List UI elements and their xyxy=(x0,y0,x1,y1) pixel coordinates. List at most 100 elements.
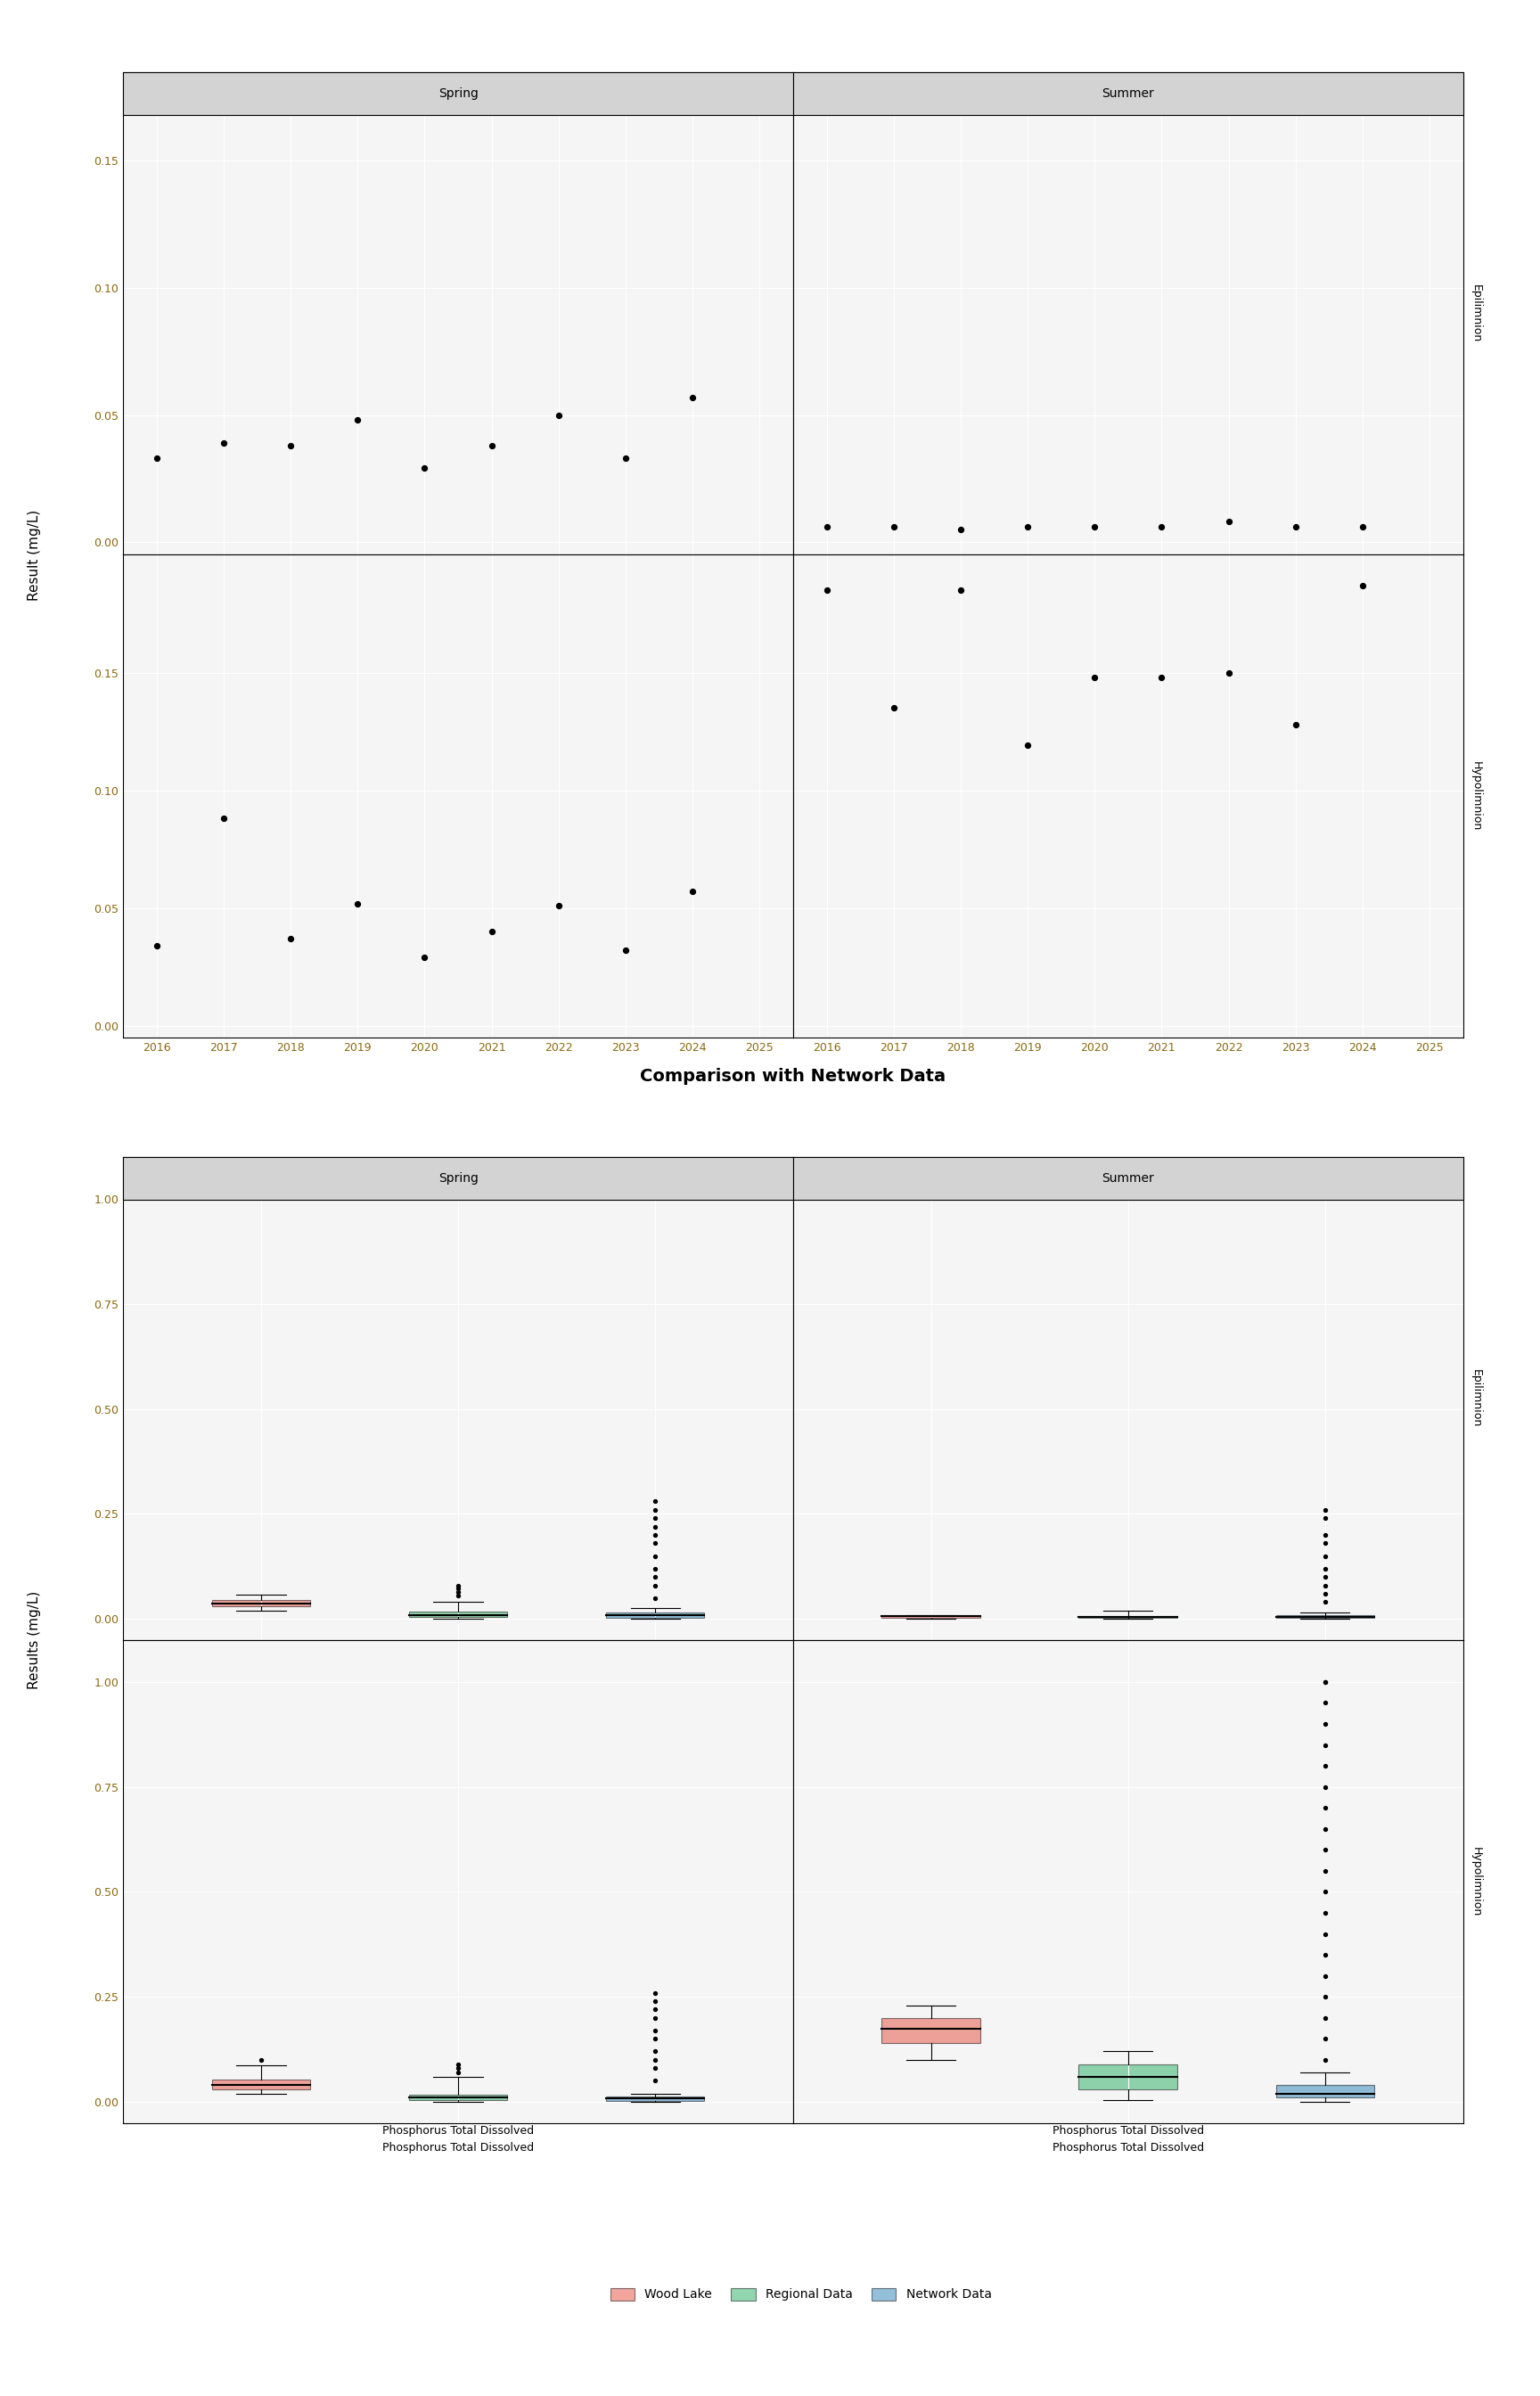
FancyBboxPatch shape xyxy=(1080,2063,1177,2089)
Point xyxy=(1312,1725,1337,1763)
X-axis label: Phosphorus Total Dissolved: Phosphorus Total Dissolved xyxy=(1052,2142,1204,2154)
Point xyxy=(1312,1490,1337,1529)
Text: Spring: Spring xyxy=(439,1172,477,1186)
Point xyxy=(1312,1574,1337,1613)
FancyBboxPatch shape xyxy=(410,2094,507,2099)
Point xyxy=(1312,1809,1337,1847)
Point xyxy=(1083,508,1107,546)
Point xyxy=(642,1974,667,2013)
Point xyxy=(642,1981,667,2020)
Point xyxy=(211,800,236,839)
Point xyxy=(145,927,169,966)
FancyBboxPatch shape xyxy=(213,1601,311,1605)
Point xyxy=(1312,1663,1337,1701)
Point xyxy=(479,913,504,951)
Point xyxy=(1312,1500,1337,1538)
Point xyxy=(681,872,705,910)
Point xyxy=(211,424,236,462)
Text: Result (mg/L): Result (mg/L) xyxy=(28,510,40,601)
Text: Comparison with Network Data: Comparison with Network Data xyxy=(641,1069,946,1085)
Point xyxy=(1217,654,1241,692)
Point xyxy=(249,2041,274,2080)
Point xyxy=(1217,503,1241,541)
Point xyxy=(1312,1977,1337,2015)
Point xyxy=(642,2049,667,2087)
Point xyxy=(445,2053,470,2092)
Point xyxy=(881,688,906,726)
Point xyxy=(1312,1852,1337,1890)
Point xyxy=(445,1572,470,1610)
Point xyxy=(1312,1550,1337,1589)
Point xyxy=(1312,1747,1337,1785)
Point xyxy=(881,508,906,546)
Point xyxy=(815,508,839,546)
Point xyxy=(1312,1524,1337,1562)
Point xyxy=(949,570,973,609)
Point xyxy=(642,1500,667,1538)
Point xyxy=(345,884,370,922)
Point xyxy=(1351,565,1375,604)
Point xyxy=(445,2049,470,2087)
Text: Summer: Summer xyxy=(1103,86,1153,101)
FancyBboxPatch shape xyxy=(410,1613,507,1617)
Point xyxy=(815,570,839,609)
Point xyxy=(445,1567,470,1605)
Text: Epilimnion: Epilimnion xyxy=(1471,285,1483,343)
Point xyxy=(1283,508,1307,546)
Point xyxy=(642,2061,667,2099)
Point xyxy=(1283,704,1307,743)
Point xyxy=(1312,1893,1337,1931)
Point xyxy=(642,2032,667,2070)
Point xyxy=(1312,1536,1337,1574)
Point xyxy=(642,2041,667,2080)
Text: Hypolimnion: Hypolimnion xyxy=(1471,762,1483,831)
FancyBboxPatch shape xyxy=(605,1613,704,1617)
Point xyxy=(642,1557,667,1596)
Point xyxy=(1015,726,1040,764)
Point xyxy=(642,1567,667,1605)
FancyBboxPatch shape xyxy=(213,2080,311,2089)
Point xyxy=(1312,1684,1337,1723)
Point xyxy=(1312,1998,1337,2037)
Point xyxy=(642,1991,667,2029)
Point xyxy=(642,1579,667,1617)
Point xyxy=(642,1524,667,1562)
Point xyxy=(1312,1557,1337,1596)
Point xyxy=(1312,1706,1337,1744)
Point xyxy=(547,395,571,434)
Point xyxy=(1312,1958,1337,1996)
Legend: Wood Lake, Regional Data, Network Data: Wood Lake, Regional Data, Network Data xyxy=(605,2283,996,2305)
Point xyxy=(1149,508,1173,546)
FancyBboxPatch shape xyxy=(1275,1615,1374,1617)
Point xyxy=(445,1569,470,1608)
Point xyxy=(1312,1517,1337,1555)
Point xyxy=(642,1490,667,1529)
Point xyxy=(1312,1874,1337,1912)
Point xyxy=(279,426,303,465)
Text: Summer: Summer xyxy=(1103,1172,1153,1186)
Point xyxy=(949,510,973,549)
Point xyxy=(479,426,504,465)
Point xyxy=(1015,508,1040,546)
Point xyxy=(642,2010,667,2049)
Point xyxy=(547,887,571,925)
Point xyxy=(1083,659,1107,697)
Text: Results (mg/L): Results (mg/L) xyxy=(28,1591,40,1689)
Point xyxy=(1149,659,1173,697)
FancyBboxPatch shape xyxy=(605,2096,704,2101)
Point xyxy=(642,1483,667,1521)
Point xyxy=(613,438,638,477)
Text: Spring: Spring xyxy=(439,86,477,101)
Point xyxy=(413,448,437,486)
FancyBboxPatch shape xyxy=(1275,2085,1374,2096)
Point xyxy=(642,1507,667,1545)
Point xyxy=(1312,1831,1337,1869)
Text: Hypolimnion: Hypolimnion xyxy=(1471,1847,1483,1917)
Point xyxy=(445,1577,470,1615)
Point xyxy=(681,379,705,417)
Point xyxy=(345,400,370,438)
Point xyxy=(279,920,303,958)
Point xyxy=(1312,1790,1337,1828)
Point xyxy=(1312,1768,1337,1807)
Point xyxy=(413,939,437,978)
